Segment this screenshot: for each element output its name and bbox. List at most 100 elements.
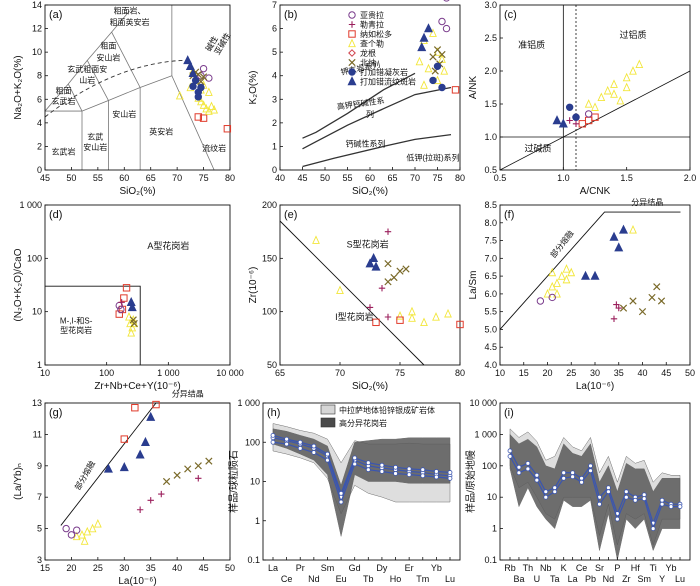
y-tick-label: 8 — [37, 71, 42, 81]
data-point-chage — [127, 328, 136, 337]
data-point-yagui — [443, 0, 450, 2]
legend-label-7: 打加错流纹斑岩 — [360, 77, 416, 87]
envelope-fractionated — [509, 433, 681, 561]
data-point-chage — [78, 529, 86, 539]
y-tick-label: 1 — [492, 524, 497, 534]
x-tick-label: 50 — [66, 173, 76, 183]
field-label: 列 — [366, 109, 374, 119]
series-line — [509, 450, 680, 525]
series-point — [447, 470, 453, 475]
x-axis-label: A/CNK — [580, 186, 611, 197]
y-tick-label: 5 — [37, 524, 42, 534]
y-tick-label: 10 — [487, 492, 497, 502]
trend-label: 部分熔融 — [548, 228, 576, 259]
x-tick-label: 50 — [685, 368, 695, 378]
legend-marker — [347, 76, 357, 86]
data-point-chage — [562, 264, 571, 273]
series-point — [614, 516, 620, 522]
data-point-naru — [131, 404, 139, 412]
data-point-dajia_circle — [191, 76, 200, 85]
data-point-beina — [429, 53, 437, 61]
data-point-chage — [429, 28, 437, 37]
series-point — [284, 441, 290, 447]
data-point-beina — [384, 260, 392, 268]
data-point-dajia_tri — [127, 302, 137, 312]
y-tick-label: 4 — [37, 118, 42, 128]
series-point — [641, 492, 647, 498]
x-tick-label: Sm — [637, 574, 651, 584]
x-tick-label: 40 — [637, 368, 647, 378]
data-point-beina — [657, 297, 666, 305]
series-point — [525, 466, 531, 472]
x-tick-label: Rb — [504, 563, 516, 573]
data-point-chage — [584, 99, 593, 108]
y-axis-label: (La/Yb)ₙ — [13, 463, 24, 500]
plot-frame — [44, 204, 231, 366]
data-point-leqing — [613, 301, 620, 308]
y-tick-label: 2.0 — [484, 66, 497, 76]
y-tick-label: 2 — [272, 118, 277, 128]
series-boundary — [302, 72, 416, 139]
series-point — [659, 497, 665, 503]
y-tick-label: 0 — [272, 165, 277, 175]
series-point — [570, 470, 576, 476]
data-point-chage — [204, 87, 213, 96]
y-tick-label: 1.5 — [484, 99, 497, 109]
panel-label: (i) — [504, 407, 514, 419]
data-point-chage — [336, 285, 344, 294]
series-point — [365, 467, 371, 473]
series-point — [297, 439, 303, 445]
y-tick-label: 7 — [272, 0, 277, 10]
x-tick-label: 80 — [225, 173, 235, 183]
plot-frame — [44, 4, 231, 171]
y-tick-label: 1 000 — [19, 200, 42, 210]
x-tick-label: 45 — [199, 563, 209, 573]
x-tick-label: 30 — [590, 368, 600, 378]
data-point-dajia_circle — [433, 62, 442, 70]
data-point-beina — [130, 319, 138, 328]
series-point — [433, 469, 439, 474]
x-tick-label: Dy — [376, 563, 387, 573]
series-point — [650, 526, 656, 531]
series-point — [420, 473, 426, 479]
data-point-chage — [548, 267, 557, 277]
field-label: M-,I-和S- — [60, 316, 93, 325]
x-axis-label: SiO₂(%) — [352, 381, 388, 392]
panel-h: 0.1 1 10 100 1 000 LaCePrNdSmEuGdTbDyHoErTmYb… — [227, 398, 461, 584]
data-point-yagui — [536, 297, 545, 305]
panel-label: (c) — [504, 9, 517, 21]
data-point-chage — [553, 289, 561, 298]
panel-g: 15 20 25 30 35 40 45 5035791113La(10⁻⁶)(La/Yb)ₙ… — [13, 389, 235, 586]
data-point-dajia_tri — [183, 55, 193, 65]
field-label: 玄武粗面安 — [67, 64, 107, 74]
data-point-dajia_tri — [135, 449, 145, 459]
series-point — [270, 432, 276, 438]
y-tick-label: 11 — [33, 429, 42, 439]
series-point — [623, 489, 629, 495]
x-tick-label: 75 — [432, 173, 442, 183]
data-point-naru — [120, 435, 128, 443]
field-boundary — [86, 60, 109, 101]
series-point — [284, 436, 290, 442]
data-point-chage — [562, 274, 571, 284]
x-axis-label: SiO₂(%) — [119, 186, 155, 197]
y-tick-label: 8.0 — [484, 218, 497, 228]
data-point-dajia_circle — [565, 103, 574, 112]
field-boundary — [111, 31, 141, 88]
legend-marker — [348, 21, 356, 28]
legend-marker — [348, 30, 356, 38]
x-tick-label: 10 — [495, 368, 505, 378]
x-tick-label: Ta — [550, 574, 560, 584]
x-tick-label: 65 — [275, 368, 285, 378]
y-tick-label: 100 — [27, 253, 42, 263]
data-point-chage — [210, 105, 219, 114]
series-point — [338, 499, 344, 505]
x-tick-label: 15 — [40, 563, 50, 573]
field-label: 粗面英安岩 — [110, 17, 150, 27]
y-tick-label: 7 — [37, 492, 42, 502]
data-point-chage — [553, 278, 561, 287]
y-tick-label: 13 — [32, 398, 42, 408]
series-point — [420, 467, 426, 473]
x-tick-label: Ba — [513, 574, 524, 584]
y-tick-label: 100 — [245, 437, 260, 447]
